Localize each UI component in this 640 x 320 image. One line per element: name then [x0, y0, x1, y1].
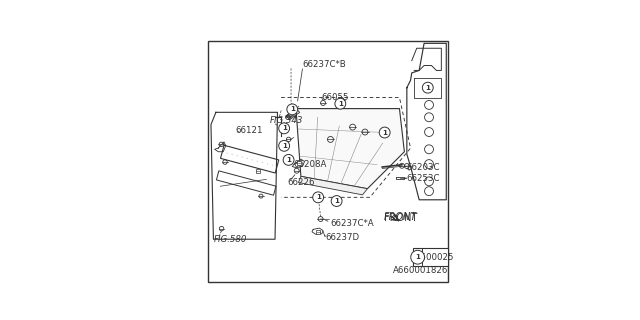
Circle shape [335, 98, 346, 109]
Circle shape [422, 82, 433, 93]
Text: 1: 1 [282, 125, 287, 131]
Circle shape [380, 127, 390, 138]
Text: FIG.343: FIG.343 [269, 116, 303, 125]
Bar [256, 170, 260, 173]
Circle shape [283, 155, 294, 165]
Text: 1: 1 [415, 254, 420, 260]
Circle shape [279, 123, 289, 134]
Text: FIG.580: FIG.580 [214, 236, 247, 244]
Text: 1: 1 [282, 143, 287, 149]
Text: FRONT: FRONT [384, 212, 417, 222]
Bar [413, 248, 447, 266]
Polygon shape [296, 108, 404, 189]
Text: 0500025: 0500025 [415, 253, 454, 262]
Text: 66226: 66226 [287, 178, 315, 187]
Text: A660001826: A660001826 [393, 267, 448, 276]
Circle shape [287, 104, 298, 115]
Text: 66121: 66121 [235, 125, 262, 135]
Text: 1: 1 [382, 130, 387, 136]
Circle shape [332, 196, 342, 206]
Text: 1: 1 [286, 157, 291, 163]
Text: 66237C*B: 66237C*B [302, 60, 346, 69]
Text: 66208A: 66208A [294, 160, 327, 169]
Bar [316, 230, 320, 234]
Text: FRONT: FRONT [384, 213, 417, 223]
Bar [297, 161, 301, 165]
Text: 1: 1 [290, 106, 294, 112]
Polygon shape [286, 108, 399, 116]
Text: 1: 1 [338, 101, 343, 107]
Text: 66055: 66055 [322, 93, 349, 102]
Text: 66203C: 66203C [407, 163, 440, 172]
Text: 1: 1 [316, 194, 321, 200]
Text: 66237C*A: 66237C*A [330, 219, 374, 228]
Circle shape [411, 250, 424, 264]
Circle shape [279, 140, 289, 151]
Text: 66237D: 66237D [326, 233, 360, 242]
Text: 1: 1 [426, 85, 430, 91]
Polygon shape [298, 176, 367, 195]
Text: 66253C: 66253C [407, 174, 440, 183]
Text: 1: 1 [334, 198, 339, 204]
Circle shape [313, 192, 324, 203]
